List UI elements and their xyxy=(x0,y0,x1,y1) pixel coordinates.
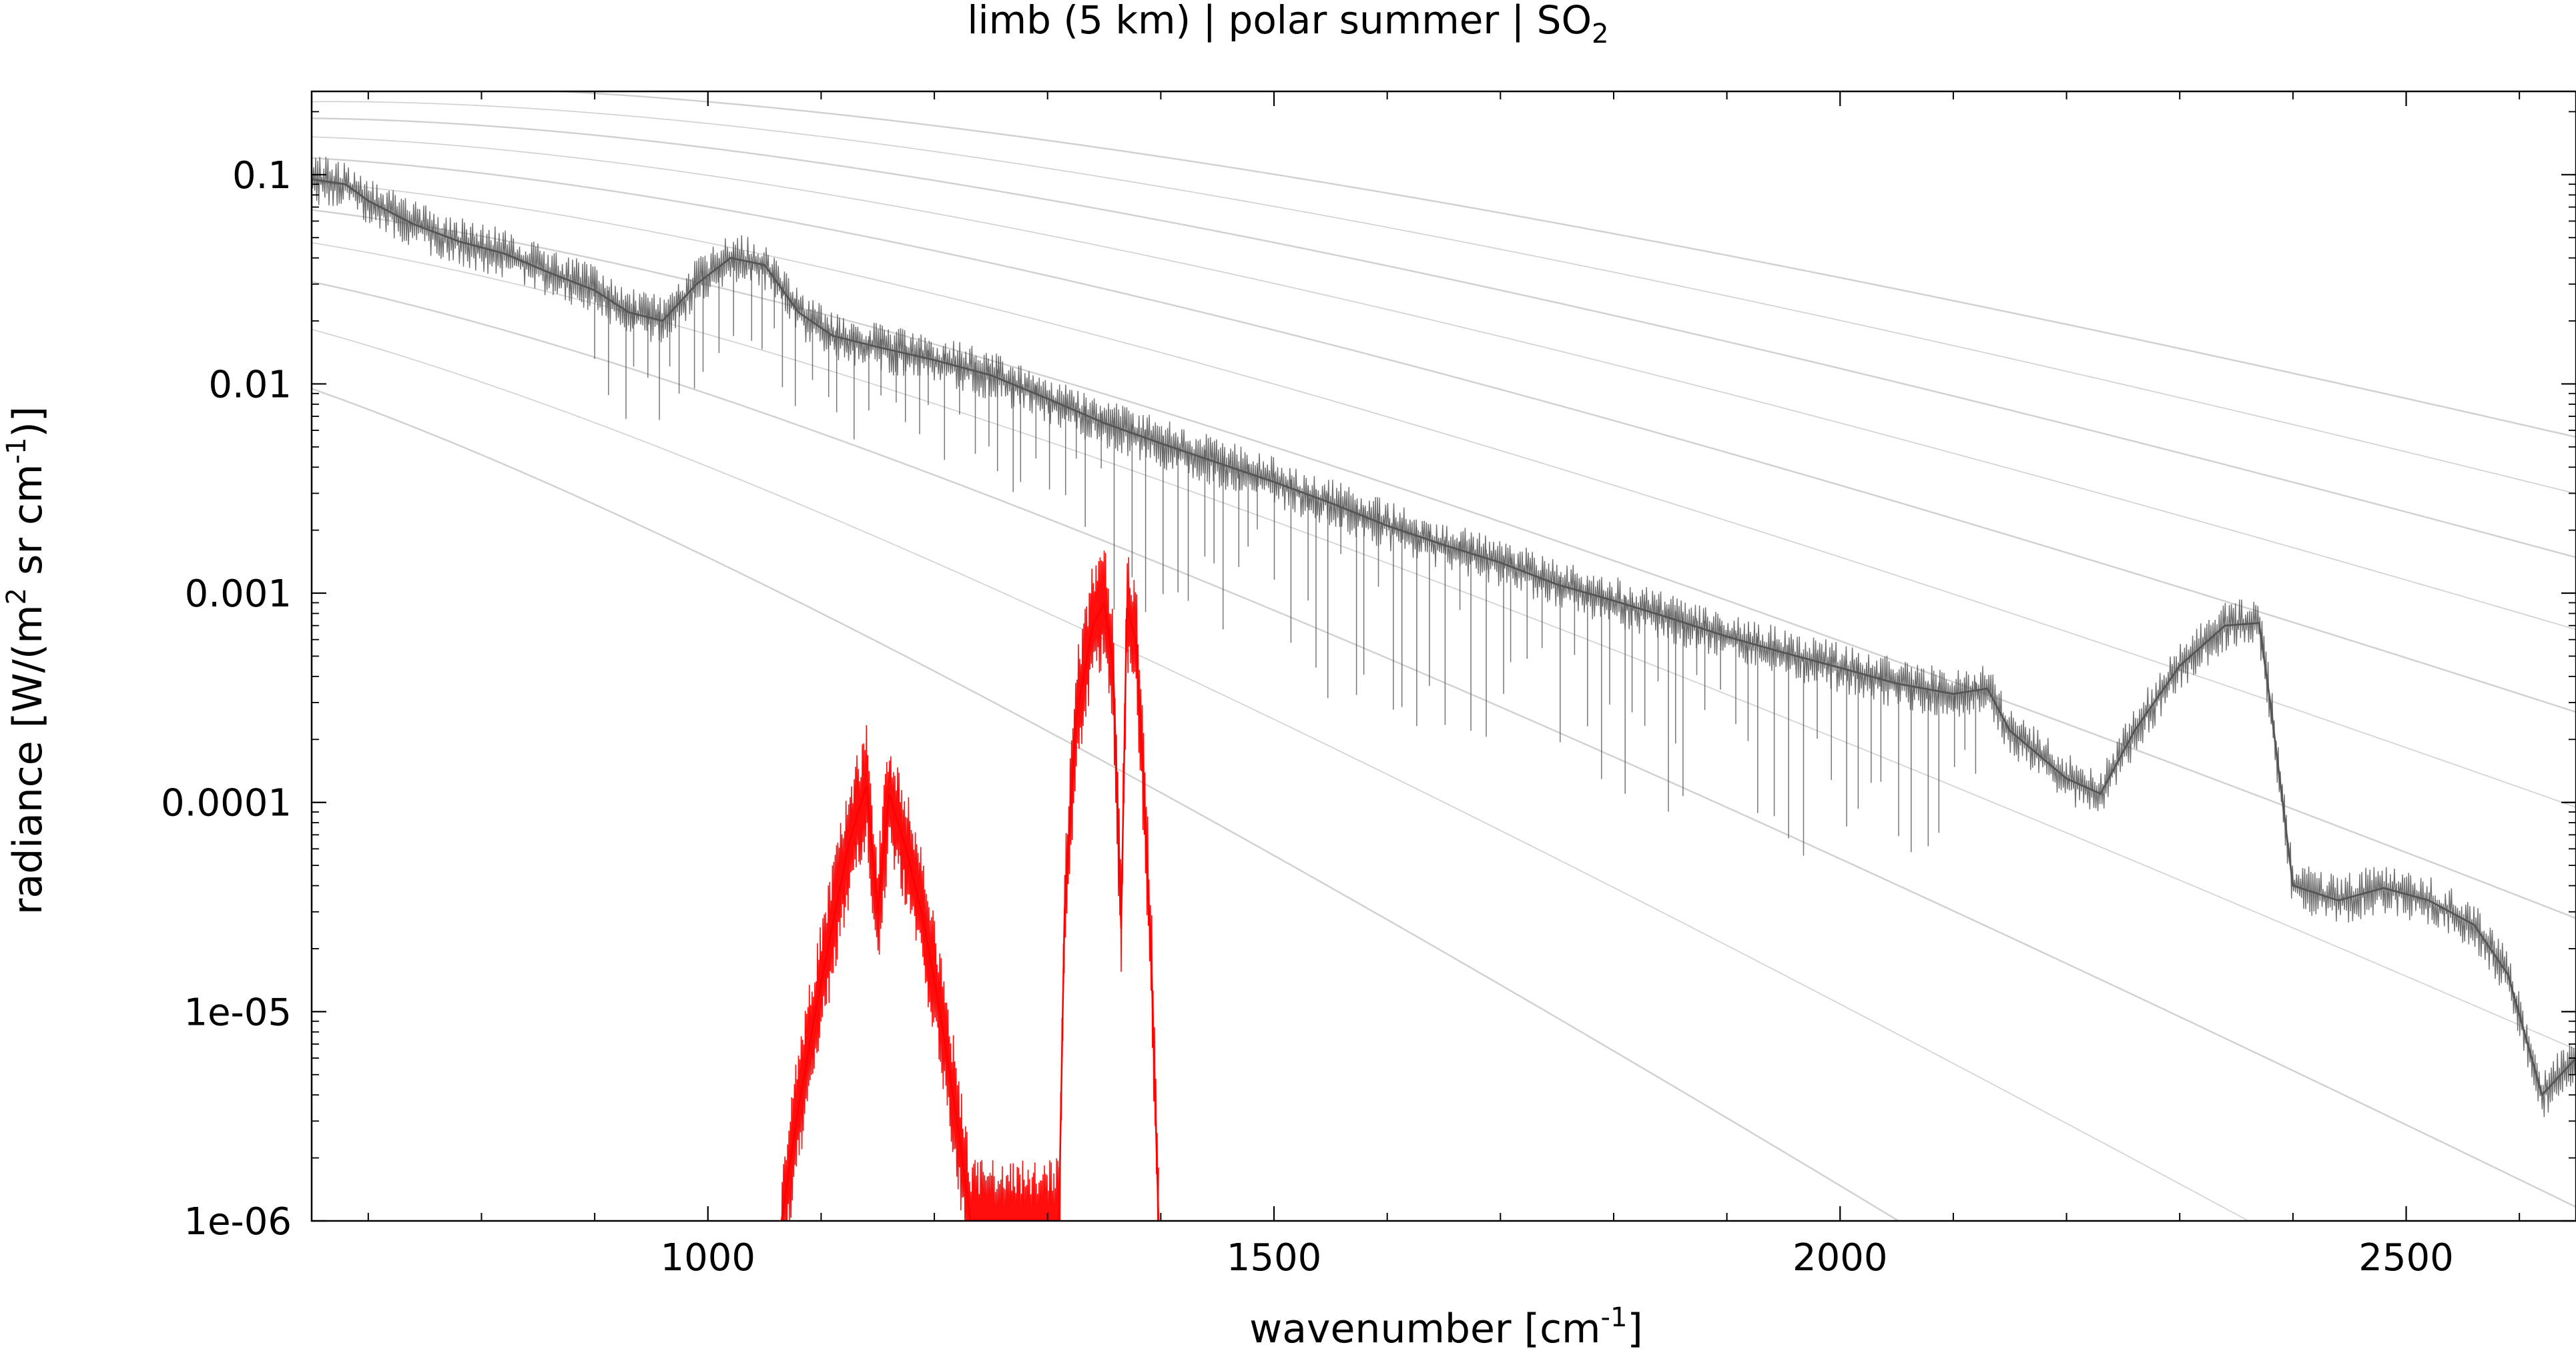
y-tick-label-1: 0.01 xyxy=(208,363,292,406)
x-axis-title-text: wavenumber [cm xyxy=(1249,1306,1600,1352)
planck-curve-360k xyxy=(546,91,2576,438)
planck-curve-260k xyxy=(312,181,2576,808)
series-so2-contribution xyxy=(780,550,1160,1221)
y-tick-label-0: 0.1 xyxy=(232,154,292,197)
x-tick-label-2500: 2500 xyxy=(2358,1236,2454,1280)
chart-title-subscript: 2 xyxy=(1592,19,1608,49)
series-layer xyxy=(312,157,2576,1221)
planck-curve-280k xyxy=(312,157,2576,713)
y-axis-title: radiance [W/(m2 sr cm-1)] xyxy=(1,406,51,915)
x-axis-title: wavenumber [cm-1] xyxy=(1249,1302,1643,1352)
reference-curves xyxy=(312,91,2576,1221)
planck-curve-220k xyxy=(312,242,2576,1050)
y-axis-title-part2: sr cm xyxy=(5,464,51,588)
series-total-radiance-line xyxy=(312,178,2576,1097)
axis-ticks: 1000 1500 2000 2500 0.1 0.01 0.001 0.0001 1e-05 1… xyxy=(161,91,2576,1280)
planck-curve-300k xyxy=(312,136,2576,630)
planck-curve-160k xyxy=(312,388,1901,1221)
y-axis-title-sup2: -1 xyxy=(1,438,32,464)
planck-curve-180k xyxy=(312,328,2250,1221)
series-total-radiance-texture xyxy=(312,157,2576,1117)
y-axis-title-part3: )] xyxy=(5,406,51,438)
planck-curve-340k xyxy=(312,101,2576,494)
y-tick-label-4: 1e-05 xyxy=(184,991,292,1034)
x-tick-label-1500: 1500 xyxy=(1227,1236,1322,1280)
x-axis-title-superscript: -1 xyxy=(1601,1302,1628,1333)
series-total-radiance xyxy=(312,157,2576,1117)
y-axis-title-sup1: 2 xyxy=(1,588,32,604)
series-total-radiance-spikes xyxy=(594,250,1977,856)
x-axis-title-suffix: ] xyxy=(1627,1306,1642,1352)
x-tick-label-1000: 1000 xyxy=(661,1236,756,1280)
y-tick-label-5: 1e-06 xyxy=(184,1200,292,1244)
chart-title-text: limb (5 km) | polar summer | SO xyxy=(967,0,1592,43)
series-so2-contribution-texture xyxy=(781,550,1159,1221)
planck-curve-320k xyxy=(312,117,2576,558)
y-tick-label-2: 0.001 xyxy=(185,572,292,616)
series-so2-contribution-line xyxy=(780,600,1160,1221)
y-axis-title-part1: radiance [W/(m xyxy=(5,604,51,915)
chart-title: limb (5 km) | polar summer | SO2 xyxy=(967,0,1608,49)
y-tick-label-3: 0.0001 xyxy=(161,782,292,825)
plot-frame xyxy=(310,90,2576,1222)
planck-curve-200k xyxy=(312,281,2576,1208)
x-tick-label-2000: 2000 xyxy=(1793,1236,1888,1280)
